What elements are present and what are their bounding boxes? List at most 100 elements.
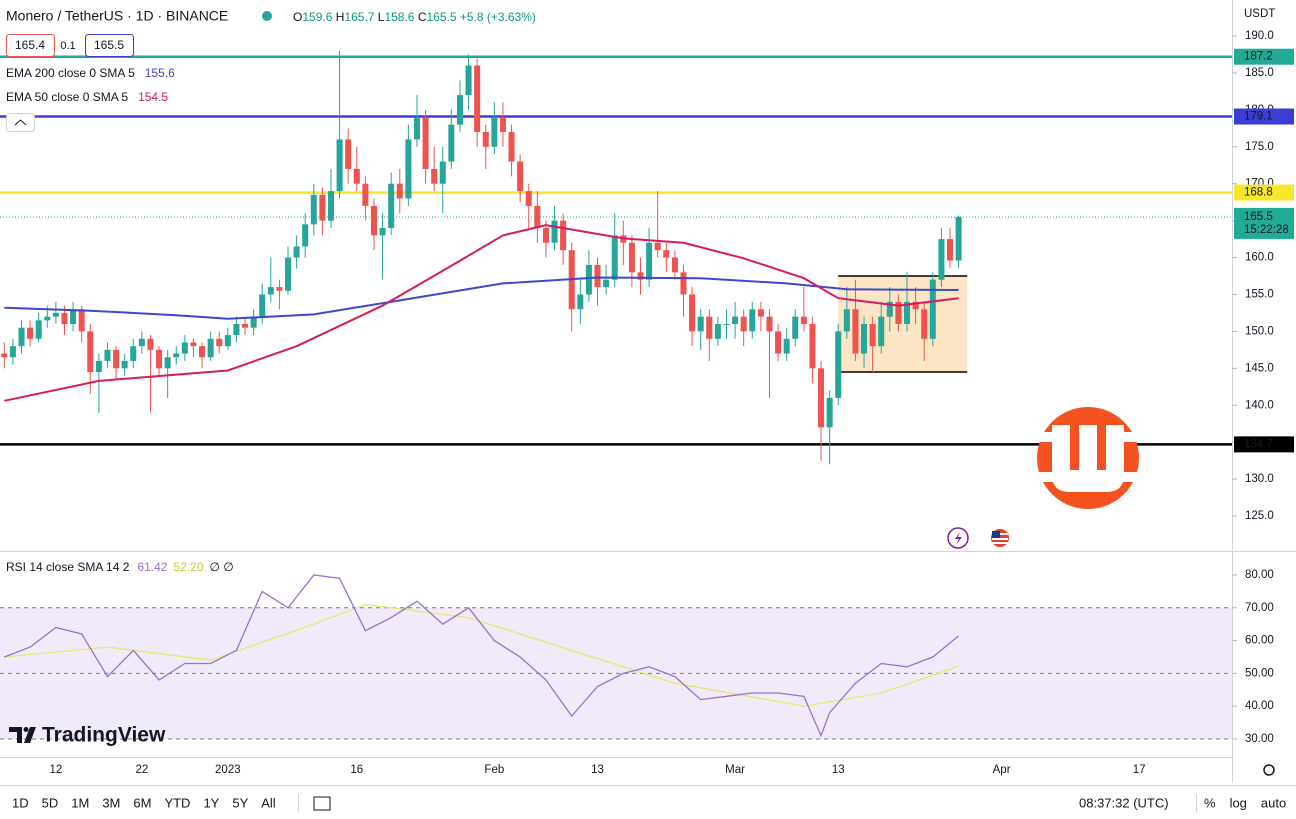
rsi-value: 61.42 <box>137 560 167 574</box>
candle-body <box>405 139 412 199</box>
candle-body <box>233 324 240 336</box>
flag-canton <box>992 531 1000 538</box>
x-tick-label: 17 <box>1133 764 1146 776</box>
candle-body <box>353 168 360 184</box>
range-button[interactable]: YTD <box>164 795 190 810</box>
y-tick-label: 140.0 <box>1245 399 1274 411</box>
scale-option[interactable]: log <box>1230 795 1247 810</box>
x-tick-label: 13 <box>591 764 604 776</box>
candle-body <box>156 349 163 369</box>
candle-body <box>87 331 94 373</box>
range-button[interactable]: 1D <box>12 795 29 810</box>
candle-body <box>525 191 532 206</box>
x-tick-label: 12 <box>49 764 62 776</box>
candle-body <box>783 338 790 354</box>
y-tick-label: 155.0 <box>1245 289 1274 301</box>
range-button[interactable]: 5D <box>42 795 59 810</box>
candle-body <box>250 316 257 328</box>
candle-body <box>551 220 558 243</box>
candle-body <box>611 235 618 280</box>
candle-body <box>190 342 197 347</box>
collapse-icon <box>14 119 27 126</box>
collapse-button[interactable] <box>6 113 35 132</box>
y-tick-label: 125.0 <box>1245 510 1274 522</box>
last-price-label: 165.5 <box>1244 211 1273 223</box>
range-button[interactable]: All <box>261 795 276 810</box>
candle-body <box>138 338 145 347</box>
candle-body <box>955 216 962 261</box>
candle-body <box>267 287 274 295</box>
logo-cut <box>1070 430 1106 470</box>
clock: 08:37:32 (UTC) <box>1079 795 1169 810</box>
candle-body <box>310 194 317 225</box>
x-tick-label: 22 <box>135 764 148 776</box>
market-status <box>262 11 272 21</box>
candle-body <box>904 301 911 325</box>
indicator-legend: EMA 50 close 0 SMA 5 154.5 <box>6 90 168 104</box>
price-tag <box>1234 108 1294 125</box>
candle-body <box>654 242 661 251</box>
tv-logo <box>9 727 36 743</box>
candle-body <box>895 301 902 325</box>
candle-body <box>732 316 739 325</box>
candle-body <box>560 220 567 251</box>
candle-body <box>259 294 266 317</box>
candle-body <box>362 183 369 206</box>
c-label: C <box>418 10 427 24</box>
tv-logo-dot <box>23 727 29 732</box>
candle-body <box>697 316 704 332</box>
price-tag-label: 187.2 <box>1244 51 1273 63</box>
l-label: L <box>378 10 385 24</box>
y-tick-label: 185.0 <box>1245 67 1274 79</box>
bid: 165.4 <box>15 38 45 52</box>
candle-body <box>542 228 549 243</box>
candle-body <box>577 294 584 310</box>
logo-glyph <box>1052 425 1124 492</box>
last-price-tag <box>1234 207 1294 239</box>
x-tick-label: Mar <box>725 764 745 776</box>
price-tag-label: 179.1 <box>1244 111 1273 123</box>
candle-body <box>422 117 429 169</box>
candle-body <box>327 191 335 221</box>
candle-body <box>319 194 326 221</box>
x-tick-label: Apr <box>993 764 1011 776</box>
indicator-name: EMA 50 close 0 SMA 5 <box>6 90 128 104</box>
candle-body <box>749 309 756 332</box>
candle-body <box>1 353 8 358</box>
candle-body <box>869 324 876 347</box>
ask-box[interactable] <box>85 34 134 57</box>
candle-body <box>706 316 713 339</box>
candle-body <box>585 264 592 295</box>
candle-body <box>809 324 816 369</box>
candle-body <box>491 117 498 147</box>
indicator-line <box>4 603 959 707</box>
scale-option[interactable]: auto <box>1261 795 1286 810</box>
candle-body <box>886 301 893 317</box>
candle-body <box>27 327 34 339</box>
date-range-icon[interactable] <box>313 796 331 811</box>
range-button[interactable]: 6M <box>133 795 151 810</box>
scale-option[interactable]: % <box>1204 795 1216 810</box>
candle-body <box>9 346 16 358</box>
candle-body <box>843 309 850 332</box>
currency: USDT <box>1244 8 1275 20</box>
candle-body <box>173 353 180 358</box>
range-button[interactable]: 1Y <box>203 795 219 810</box>
event-glyph <box>955 532 962 545</box>
settings-icon[interactable] <box>1263 764 1275 776</box>
candle-body <box>413 117 420 140</box>
range-button[interactable]: 1M <box>71 795 89 810</box>
candle-body <box>164 357 171 369</box>
y-tick-label: 160.0 <box>1245 252 1274 264</box>
indicator-value: 154.5 <box>138 90 168 104</box>
range-button[interactable]: 5Y <box>232 795 248 810</box>
flag-stripe <box>992 538 1008 540</box>
candle-body <box>18 327 25 347</box>
candle-body <box>181 342 188 354</box>
rsi-extra: ∅ ∅ <box>209 560 233 574</box>
candle-body <box>594 264 601 288</box>
price-tag <box>1234 48 1294 65</box>
range-button[interactable]: 3M <box>102 795 120 810</box>
candle-body <box>912 301 919 310</box>
bid-box[interactable] <box>6 34 55 57</box>
